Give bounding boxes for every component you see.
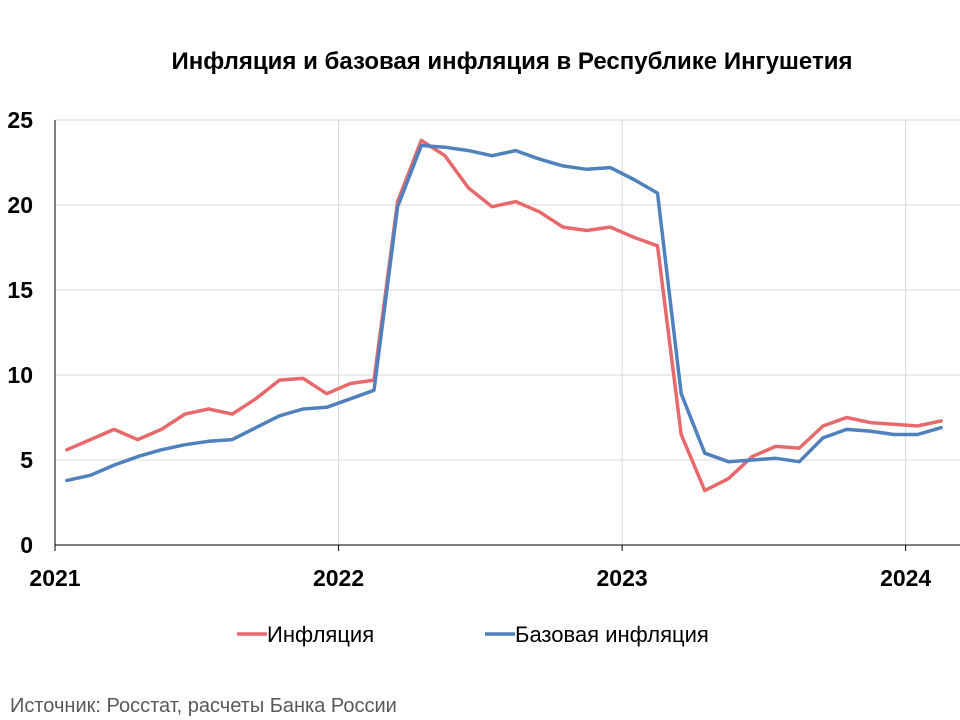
source-note: Источник: Росстат, расчеты Банка России <box>10 695 397 717</box>
y-tick-label: 15 <box>7 277 33 303</box>
legend-label-inflation: Инфляция <box>267 622 374 647</box>
y-tick-label: 10 <box>7 362 33 388</box>
series-line-core-inflation <box>65 143 943 483</box>
y-tick-labels: 0 5 10 15 20 25 <box>7 107 33 558</box>
legend-label-core-inflation: Базовая инфляция <box>515 622 709 647</box>
chart-title: Инфляция и базовая инфляция в Республике… <box>172 48 853 75</box>
x-tick-label: 2022 <box>313 565 364 591</box>
y-tick-label: 20 <box>7 192 33 218</box>
x-tick-label: 2023 <box>597 565 648 591</box>
series-lines <box>65 138 943 493</box>
x-tick-labels: 2021 2022 2023 2024 <box>29 565 931 591</box>
x-tick-label: 2021 <box>29 565 80 591</box>
y-tick-label: 5 <box>20 447 33 473</box>
axes <box>54 120 960 551</box>
gridlines <box>55 119 960 545</box>
legend: Инфляция Базовая инфляция <box>237 622 709 647</box>
y-tick-label: 25 <box>7 107 33 133</box>
y-tick-label: 0 <box>20 532 33 558</box>
x-tick-label: 2024 <box>880 565 931 591</box>
series-line-inflation <box>65 138 943 493</box>
